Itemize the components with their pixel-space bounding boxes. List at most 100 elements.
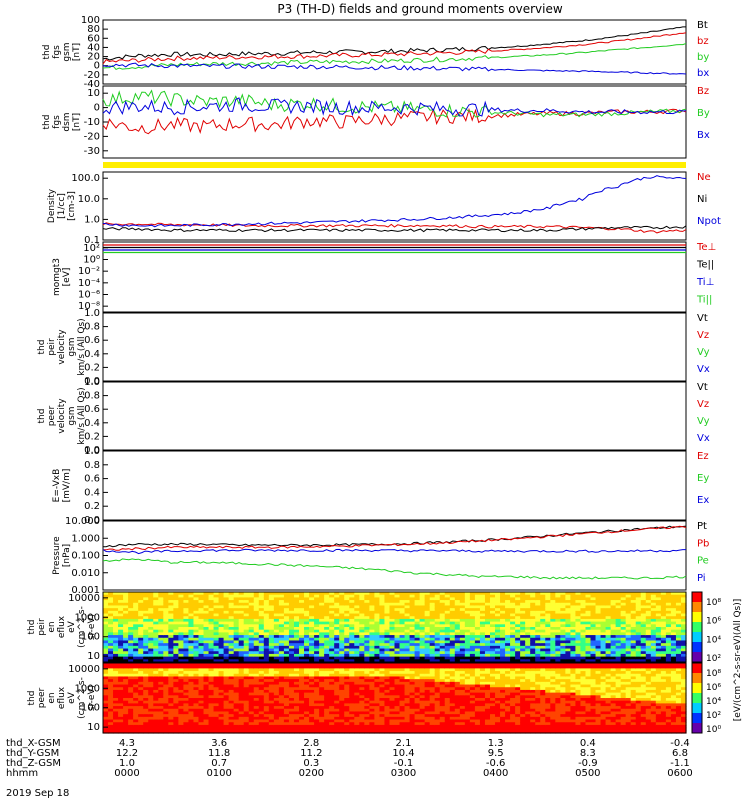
- spectrogram-cell: [193, 663, 200, 667]
- spectrogram-cell: [439, 605, 446, 609]
- spectrogram-cell: [640, 605, 647, 609]
- spectrogram-cell: [364, 648, 370, 652]
- spectrogram-cell: [605, 632, 612, 636]
- spectrogram-cell: [525, 656, 531, 660]
- spectrogram-cell: [304, 706, 310, 710]
- spectrogram-cell: [208, 651, 215, 655]
- spectrogram-cell: [153, 602, 159, 607]
- spectrogram-cell: [495, 597, 501, 601]
- spectrogram-cell: [369, 689, 375, 694]
- spectrogram-cell: [278, 708, 285, 713]
- spectrogram-cell: [143, 632, 149, 636]
- spectrogram-cell: [369, 722, 375, 726]
- spectrogram-cell: [299, 703, 305, 707]
- spectrogram-cell: [600, 592, 607, 596]
- spectrogram-cell: [309, 640, 315, 644]
- spectrogram-cell: [243, 724, 250, 729]
- spectrogram-cell: [203, 653, 210, 658]
- spectrogram-cell: [163, 676, 169, 680]
- spectrogram-cell: [304, 616, 310, 620]
- spectrogram-cell: [354, 679, 360, 683]
- spectrogram-cell: [283, 665, 290, 669]
- spectrogram-cell: [374, 706, 381, 710]
- spectrogram-cell: [354, 722, 360, 726]
- spectrogram-cell: [399, 706, 406, 710]
- spectrogram-cell: [299, 698, 305, 702]
- spectrogram-cell: [409, 703, 416, 707]
- spectrogram-cell: [389, 608, 396, 612]
- spectrogram-cell: [233, 730, 240, 734]
- spectrogram-cell: [625, 602, 632, 607]
- spectrogram-cell: [595, 618, 602, 623]
- spectrogram-cell: [138, 695, 144, 699]
- spectrogram-cell: [364, 695, 370, 699]
- spectrogram-cell: [299, 676, 305, 680]
- spectrogram-cell: [479, 643, 486, 647]
- spectrogram-cell: [138, 730, 144, 734]
- spectrogram-cell: [223, 659, 230, 663]
- spectrogram-cell: [419, 602, 426, 607]
- spectrogram-cell: [379, 592, 386, 596]
- spectrogram-cell: [384, 700, 391, 704]
- spectrogram-cell: [414, 703, 421, 707]
- spectrogram-cell: [243, 730, 250, 734]
- spectrogram-cell: [369, 676, 375, 680]
- spectrogram-cell: [278, 659, 285, 663]
- spectrogram-cell: [625, 608, 632, 612]
- spectrogram-cell: [193, 602, 200, 607]
- spectrogram-cell: [334, 602, 340, 607]
- spectrogram-cell: [238, 679, 245, 683]
- spectrogram-cell: [555, 605, 561, 609]
- spectrogram-cell: [394, 600, 401, 604]
- spectrogram-cell: [364, 597, 370, 601]
- spectrogram-cell: [304, 727, 310, 731]
- spectrogram-cell: [344, 624, 350, 628]
- spectrogram-cell: [570, 594, 577, 598]
- spectrogram-cell: [545, 621, 551, 625]
- spectrogram-cell: [263, 706, 270, 710]
- spectrogram-cell: [218, 637, 225, 642]
- spectrogram-cell: [344, 692, 350, 696]
- spectrogram-cell: [258, 632, 265, 636]
- spectrogram-cell: [565, 627, 572, 631]
- spectrogram-cell: [258, 684, 265, 688]
- spectrogram-cell: [228, 608, 235, 612]
- spectrogram-cell: [268, 679, 275, 683]
- spectrogram-cell: [324, 635, 330, 639]
- y-tick-label: 0.2: [84, 501, 100, 512]
- spectrogram-cell: [459, 643, 466, 647]
- spectrogram-cell: [424, 640, 431, 644]
- spectrogram-cell: [113, 673, 119, 678]
- spectrogram-cell: [439, 597, 446, 601]
- spectrogram-cell: [128, 656, 134, 660]
- legend-entry: Pi: [697, 573, 706, 584]
- spectrogram-cell: [188, 676, 195, 680]
- spectrogram-cell: [208, 724, 215, 729]
- spectrogram-cell: [173, 684, 179, 688]
- spectrogram-cell: [233, 700, 240, 704]
- spectrogram-cell: [429, 659, 436, 663]
- y-tick-label: 0: [94, 103, 100, 114]
- spectrogram-cell: [404, 689, 411, 694]
- spectrogram-cell: [369, 724, 375, 729]
- spectrogram-cell: [319, 594, 325, 598]
- spectrogram-cell: [138, 624, 144, 628]
- spectrogram-cell: [108, 592, 114, 596]
- spectrogram-cell: [223, 608, 230, 612]
- spectrogram-cell: [439, 600, 446, 604]
- spectrogram-cell: [349, 681, 355, 686]
- spectrogram-cell: [520, 656, 526, 660]
- spectrogram-cell: [495, 651, 501, 655]
- spectrogram-cell: [238, 706, 245, 710]
- spectrogram-cell: [389, 621, 396, 625]
- spectrogram-cell: [208, 676, 215, 680]
- spectrogram-cell: [299, 624, 305, 628]
- spectrogram-cell: [283, 613, 290, 617]
- spectrogram-cell: [218, 632, 225, 636]
- spectrogram-cell: [163, 716, 169, 721]
- spectrogram-cell: [168, 627, 174, 631]
- spectrogram-cell: [389, 659, 396, 663]
- spectrogram-cell: [288, 665, 295, 669]
- spectrogram-cell: [670, 637, 677, 642]
